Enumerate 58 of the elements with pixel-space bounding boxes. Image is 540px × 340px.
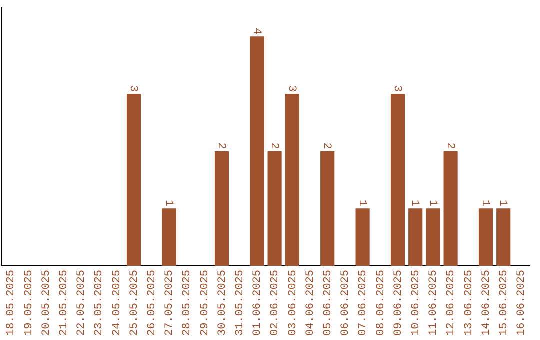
data-label: 2: [444, 142, 456, 150]
x-tick-label: 20.05.2025: [40, 270, 53, 336]
x-tick-label: 13.06.2025: [463, 270, 476, 336]
bar: [496, 208, 511, 266]
bar: [320, 151, 335, 266]
data-label: 1: [496, 200, 509, 208]
bar: [268, 151, 282, 266]
x-tick-label: 22.05.2025: [76, 270, 88, 336]
x-tick-label: 11.06.2025: [428, 270, 440, 336]
data-label: 4: [250, 28, 262, 36]
data-label: 1: [408, 200, 421, 208]
x-tick-label: 18.05.2025: [6, 270, 18, 336]
data-label: 2: [268, 142, 280, 150]
bar: [126, 94, 142, 266]
bar: [478, 208, 494, 266]
data-label: 2: [320, 142, 333, 150]
x-tick-label: 31.05.2025: [234, 270, 247, 336]
x-tick-label: 16.06.2025: [516, 270, 528, 336]
bar: [162, 208, 176, 266]
x-tick-label: 29.05.2025: [199, 270, 212, 336]
x-tick-label: 25.05.2025: [128, 270, 141, 336]
x-tick-label: 15.06.2025: [498, 270, 511, 336]
data-label: 1: [479, 200, 492, 208]
data-label: 3: [127, 85, 140, 92]
bar: [214, 151, 230, 266]
x-tick-label: 26.05.2025: [146, 270, 159, 336]
x-tick-label: 28.05.2025: [182, 270, 194, 336]
data-label: 2: [215, 142, 228, 150]
bar: [356, 208, 370, 266]
x-tick-label: 03.06.2025: [287, 270, 300, 336]
bar: [250, 36, 264, 266]
data-label: 3: [391, 85, 404, 92]
x-tick-label: 05.06.2025: [322, 270, 335, 336]
data-label: 1: [426, 200, 438, 208]
x-tick-label: 10.06.2025: [410, 270, 423, 336]
x-tick-label: 07.06.2025: [358, 270, 370, 336]
bar: [444, 151, 458, 266]
bar: [285, 94, 300, 266]
data-label: 1: [356, 200, 368, 208]
x-tick-label: 24.05.2025: [111, 270, 124, 336]
data-label: 1: [162, 200, 174, 208]
x-tick-label: 09.06.2025: [392, 270, 405, 336]
bar: [390, 94, 406, 266]
x-tick-label: 23.05.2025: [94, 270, 106, 336]
x-tick-label: 04.06.2025: [304, 270, 317, 336]
x-tick-label: 21.05.2025: [58, 270, 71, 336]
x-tick-label: 30.05.2025: [216, 270, 229, 336]
x-tick-label: 27.05.2025: [164, 270, 176, 336]
x-tick-label: 01.06.2025: [252, 270, 264, 336]
x-tick-label: 14.06.2025: [480, 270, 493, 336]
bar: [408, 208, 423, 266]
x-tick-label: 12.06.2025: [446, 270, 458, 336]
x-tick-label: 06.06.2025: [340, 270, 352, 336]
bar: [426, 208, 440, 266]
x-tick-label: 02.06.2025: [270, 270, 282, 336]
data-label: 3: [285, 85, 298, 92]
x-tick-label: 08.06.2025: [375, 270, 388, 336]
x-tick-label: 19.05.2025: [23, 270, 36, 336]
